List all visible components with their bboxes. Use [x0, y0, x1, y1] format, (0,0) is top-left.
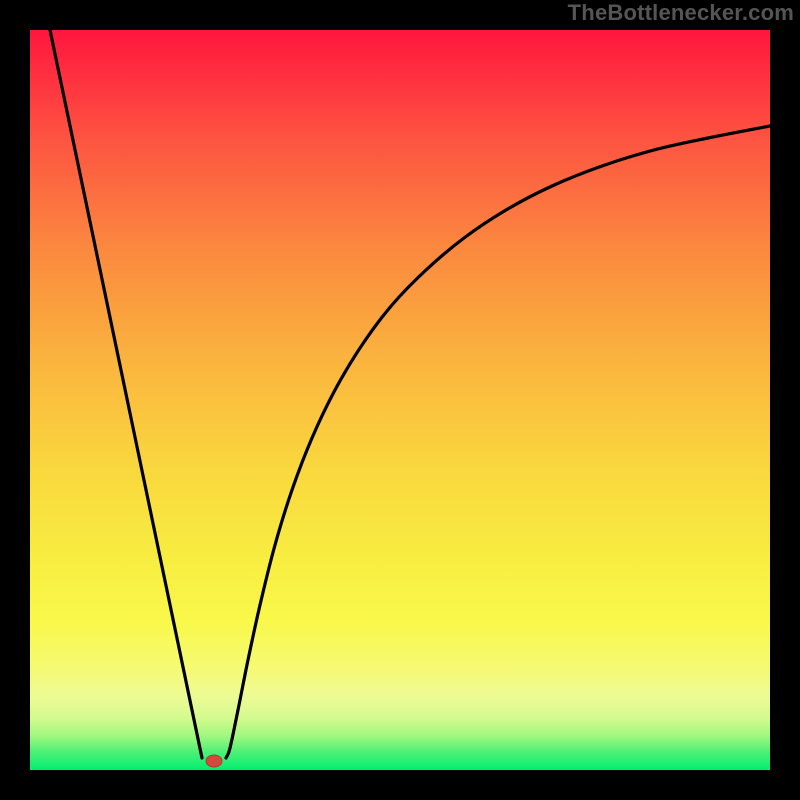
plot-area: [30, 30, 770, 770]
chart-frame: TheBottlenecker.com: [0, 0, 800, 800]
bottleneck-marker: [206, 755, 222, 767]
plot-svg: [30, 30, 770, 770]
gradient-background: [30, 30, 770, 770]
watermark-text: TheBottlenecker.com: [568, 0, 794, 26]
